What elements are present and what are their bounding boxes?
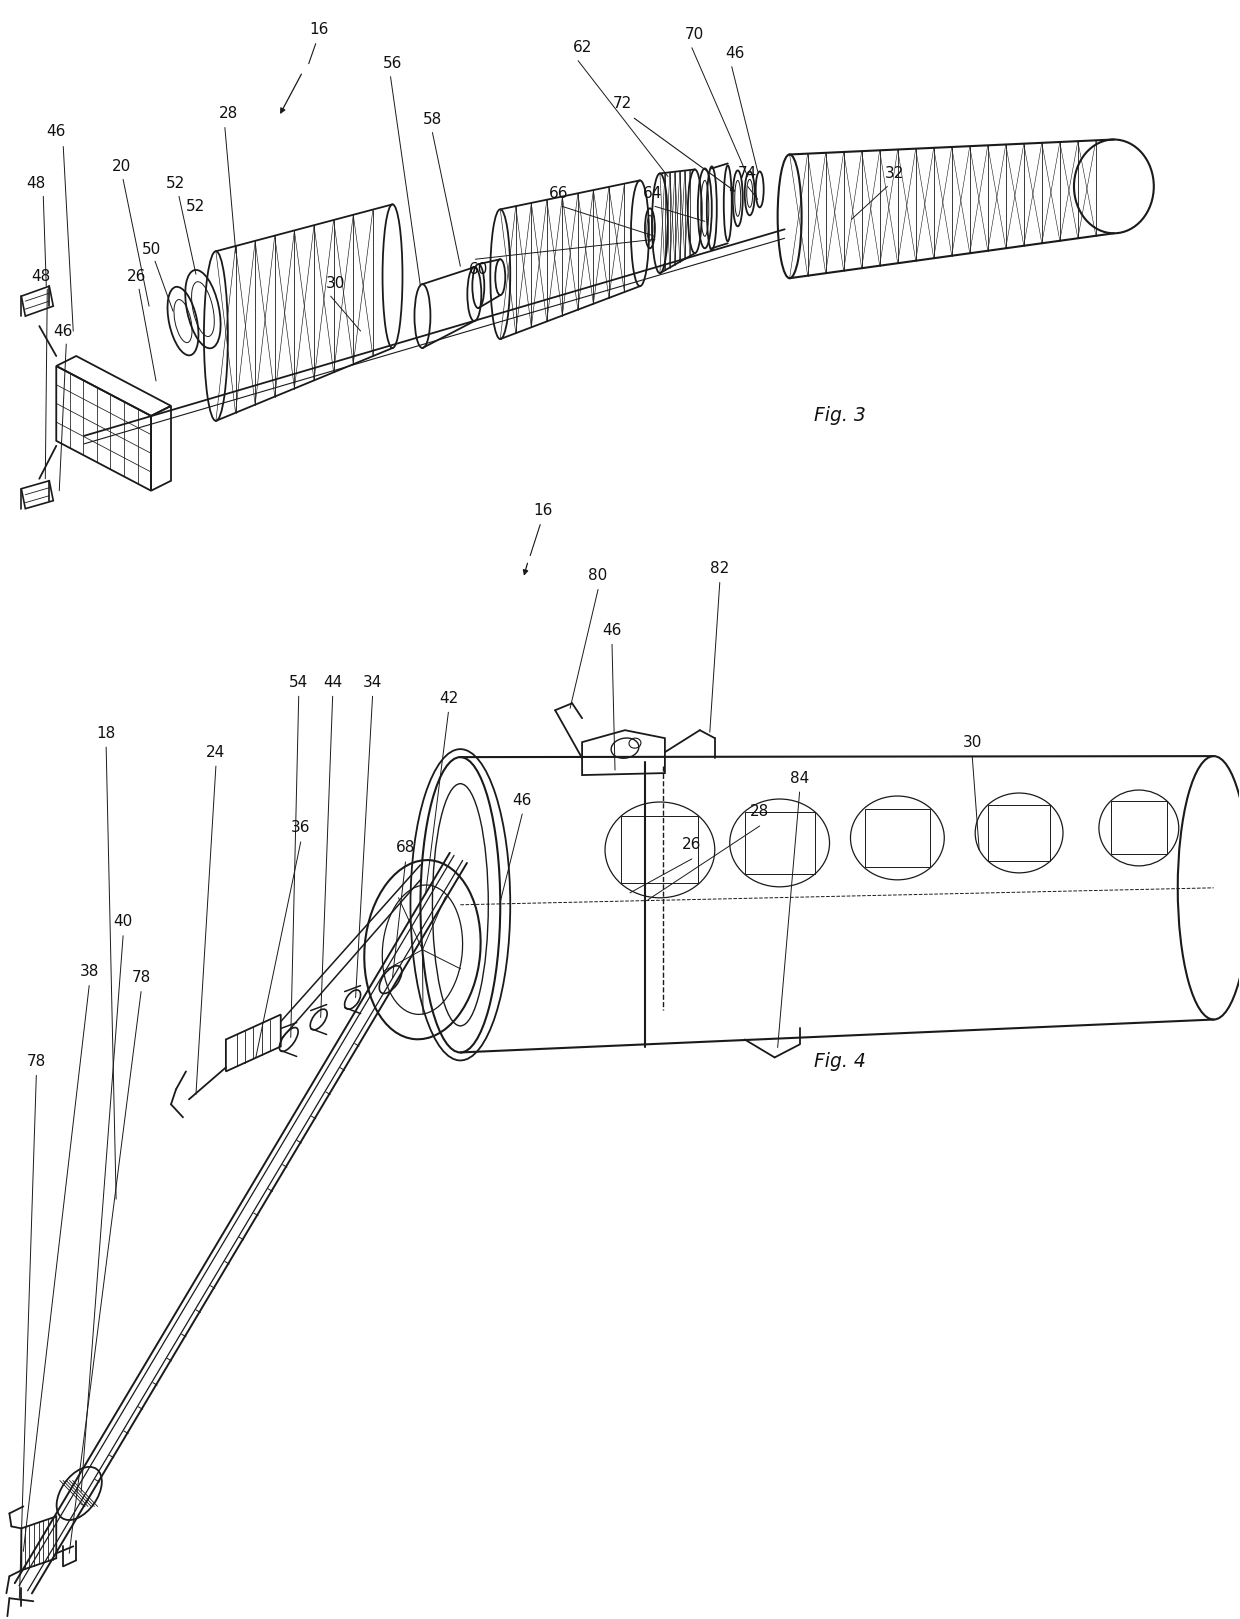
Text: 46: 46	[47, 125, 66, 139]
Text: 64: 64	[644, 186, 662, 201]
Text: 16: 16	[533, 504, 553, 518]
Text: 20: 20	[112, 159, 130, 173]
Text: 70: 70	[686, 28, 704, 42]
Text: 68: 68	[396, 840, 415, 855]
Text: 42: 42	[439, 691, 458, 706]
Text: 28: 28	[219, 107, 238, 121]
Text: 56: 56	[383, 57, 402, 71]
Text: 26: 26	[126, 269, 146, 283]
Text: Fig. 3: Fig. 3	[813, 406, 866, 426]
Text: 74: 74	[738, 165, 758, 181]
Text: 84: 84	[790, 771, 810, 785]
Text: 44: 44	[324, 675, 342, 690]
Text: 62: 62	[573, 40, 591, 55]
Text: 48: 48	[27, 176, 46, 191]
Text: 80: 80	[589, 568, 608, 583]
Text: 32: 32	[884, 165, 904, 181]
Text: 46: 46	[603, 623, 621, 638]
Text: 18: 18	[97, 725, 115, 740]
Text: 40: 40	[114, 915, 133, 929]
Text: 48: 48	[32, 269, 51, 283]
Text: 46: 46	[512, 793, 532, 808]
Text: 30: 30	[326, 275, 345, 291]
Text: 16: 16	[309, 23, 329, 37]
Text: 78: 78	[131, 970, 151, 984]
Text: 52: 52	[186, 199, 206, 214]
Text: 72: 72	[613, 96, 631, 112]
Text: 24: 24	[206, 745, 226, 759]
Text: 54: 54	[289, 675, 309, 690]
Text: 38: 38	[79, 965, 99, 979]
Text: 50: 50	[141, 241, 161, 257]
Text: 26: 26	[682, 837, 702, 853]
Text: 52: 52	[166, 176, 186, 191]
Text: 60: 60	[469, 262, 489, 277]
Text: 82: 82	[711, 562, 729, 576]
Text: 30: 30	[962, 735, 982, 750]
Text: 46: 46	[53, 324, 73, 338]
Text: 46: 46	[725, 47, 744, 62]
Text: 78: 78	[27, 1054, 46, 1069]
Text: 28: 28	[750, 805, 769, 819]
Text: 36: 36	[291, 821, 310, 835]
Text: Fig. 4: Fig. 4	[813, 1052, 866, 1070]
Text: 66: 66	[548, 186, 568, 201]
Text: 34: 34	[363, 675, 382, 690]
Text: 58: 58	[423, 112, 441, 126]
